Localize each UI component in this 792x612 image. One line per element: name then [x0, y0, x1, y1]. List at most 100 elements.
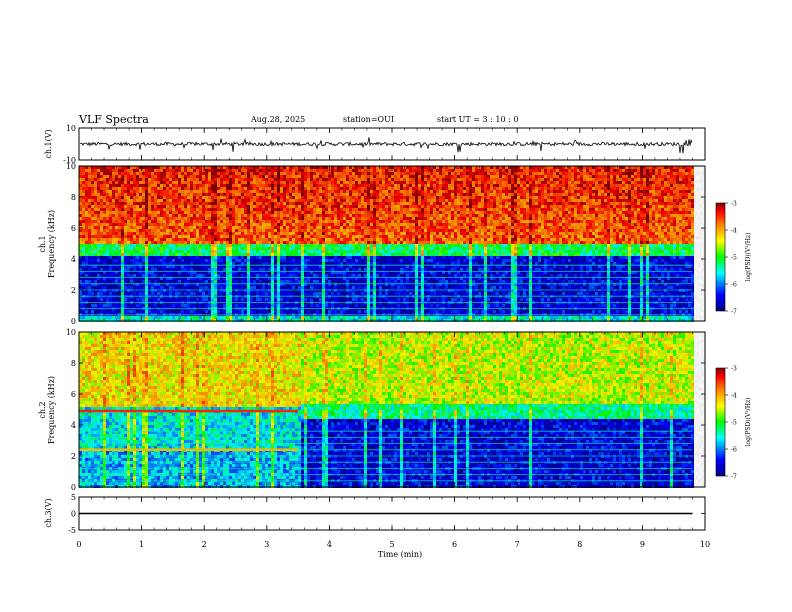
spectrogram-cell — [292, 280, 295, 283]
spectrogram-cell — [190, 214, 193, 217]
spectrogram-cell — [298, 181, 301, 184]
spectrogram-cell — [241, 238, 244, 241]
spectrogram-cell — [154, 292, 157, 295]
spectrogram-cell — [115, 184, 118, 187]
spectrogram-cell — [259, 289, 262, 292]
spectrogram-cell — [259, 229, 262, 232]
spectrogram-cell — [340, 259, 343, 262]
spectrogram-cell — [358, 238, 361, 241]
spectrogram-cell — [100, 208, 103, 211]
spectrogram-cell — [85, 268, 88, 271]
spectrogram-cell — [334, 316, 337, 319]
spectrogram-cell — [172, 235, 175, 238]
spectrogram-cell — [280, 247, 283, 250]
spectrogram-cell — [355, 316, 358, 319]
spectrogram-cell — [298, 292, 301, 295]
spectrogram-cell — [181, 229, 184, 232]
spectrogram-cell — [274, 199, 277, 202]
spectrogram-cell — [340, 190, 343, 193]
spectrogram-cell — [223, 211, 226, 214]
spectrogram-cell — [217, 244, 220, 247]
spectrogram-cell — [364, 199, 367, 202]
spectrogram-cell — [238, 265, 241, 268]
spectrogram-cell — [199, 190, 202, 193]
spectrogram-cell — [295, 253, 298, 256]
spectrogram-cell — [235, 271, 238, 274]
spectrogram-cell — [229, 292, 232, 295]
spectrogram-cell — [127, 268, 130, 271]
spectrogram-cell — [154, 241, 157, 244]
spectrogram-cell — [325, 223, 328, 226]
spectrogram-cell — [109, 280, 112, 283]
spectrogram-cell — [271, 253, 274, 256]
spectrogram-cell — [271, 277, 274, 280]
spectrogram-cell — [100, 241, 103, 244]
spectrogram-cell — [202, 214, 205, 217]
spectrogram-cell — [142, 181, 145, 184]
spectrogram-cell — [178, 172, 181, 175]
spectrogram-cell — [361, 250, 364, 253]
spectrogram-cell — [211, 211, 214, 214]
spectrogram-cell — [355, 232, 358, 235]
spectrogram-cell — [172, 256, 175, 259]
spectrogram-cell — [109, 205, 112, 208]
spectrogram-cell — [232, 193, 235, 196]
spectrogram-cell — [298, 220, 301, 223]
spectrogram-cell — [163, 193, 166, 196]
spectrogram-cell — [346, 202, 349, 205]
spectrogram-cell — [265, 244, 268, 247]
spectrogram-cell — [199, 172, 202, 175]
spectrogram-cell — [160, 244, 163, 247]
spectrogram-cell — [316, 268, 319, 271]
spectrogram-cell — [124, 310, 127, 313]
spectrogram-cell — [349, 241, 352, 244]
spectrogram-cell — [103, 166, 106, 169]
spectrogram-cell — [283, 274, 286, 277]
spectrogram-cell — [349, 277, 352, 280]
spectrogram-cell — [235, 184, 238, 187]
spectrogram-cell — [337, 178, 340, 181]
spectrogram-cell — [148, 199, 151, 202]
spectrogram-cell — [274, 220, 277, 223]
spectrogram-cell — [148, 247, 151, 250]
spectrogram-cell — [181, 178, 184, 181]
spectrogram-cell — [340, 193, 343, 196]
spectrogram-cell — [325, 292, 328, 295]
spectrogram-cell — [250, 187, 253, 190]
spectrogram-cell — [103, 277, 106, 280]
spectrogram-cell — [352, 205, 355, 208]
spectrogram-cell — [304, 187, 307, 190]
spectrogram-cell — [226, 196, 229, 199]
spectrogram-cell — [325, 172, 328, 175]
spectrogram-cell — [331, 169, 334, 172]
spectrogram-cell — [238, 244, 241, 247]
spectrogram-cell — [139, 229, 142, 232]
spectrogram-cell — [196, 211, 199, 214]
spectrogram-cell — [172, 166, 175, 169]
spectrogram-cell — [157, 202, 160, 205]
spectrogram-cell — [124, 253, 127, 256]
spectrogram-cell — [292, 205, 295, 208]
spectrogram-cell — [163, 199, 166, 202]
spectrogram-cell — [307, 289, 310, 292]
spectrogram-cell — [280, 193, 283, 196]
spectrogram-cell — [253, 184, 256, 187]
spectrogram-cell — [94, 304, 97, 307]
spectrogram-cell — [325, 208, 328, 211]
spectrogram-cell — [256, 298, 259, 301]
spectrogram-cell — [193, 310, 196, 313]
spectrogram-cell — [244, 229, 247, 232]
spectrogram-cell — [172, 247, 175, 250]
spectrogram-cell — [160, 214, 163, 217]
spectrogram-cell — [151, 304, 154, 307]
spectrogram-cell — [358, 310, 361, 313]
spectrogram-cell — [217, 169, 220, 172]
spectrogram-cell — [160, 193, 163, 196]
spectrogram-cell — [172, 316, 175, 319]
spectrogram-cell — [220, 280, 223, 283]
spectrogram-cell — [106, 220, 109, 223]
spectrogram-cell — [130, 250, 133, 253]
spectrogram-cell — [199, 304, 202, 307]
spectrogram-cell — [139, 211, 142, 214]
spectrogram-cell — [358, 184, 361, 187]
